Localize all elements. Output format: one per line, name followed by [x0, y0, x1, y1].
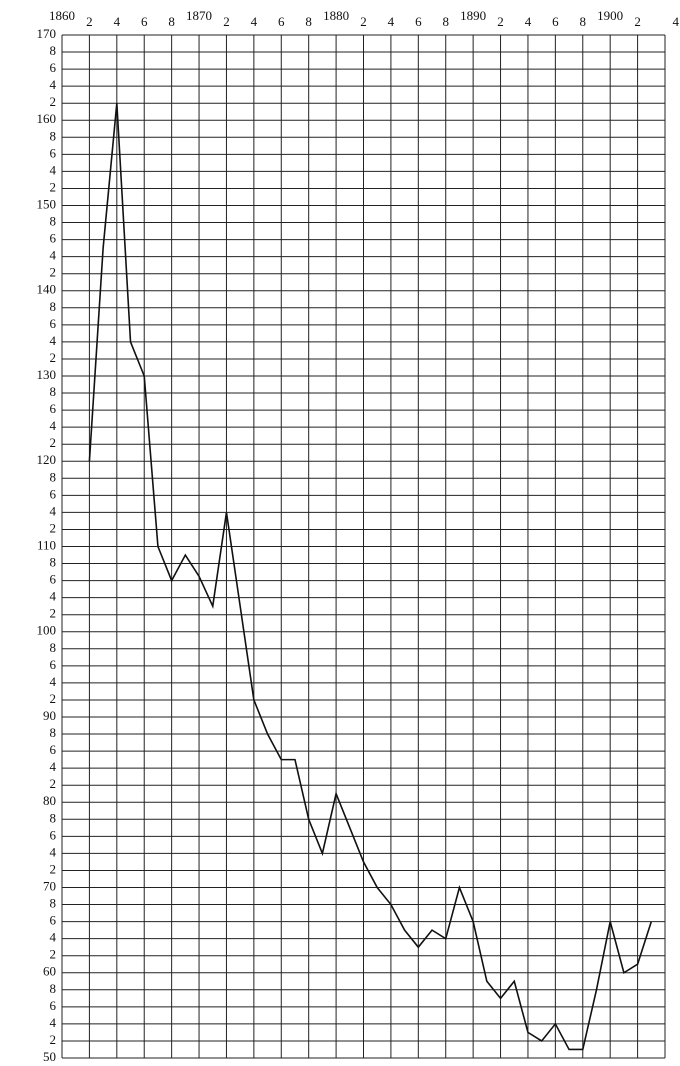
y-tick-label: 2: [50, 350, 57, 365]
x-tick-label: 8: [305, 14, 312, 29]
x-tick-label: 6: [278, 14, 285, 29]
y-tick-label: 8: [50, 725, 57, 740]
y-tick-label: 90: [43, 708, 56, 723]
y-tick-label: 8: [50, 384, 57, 399]
y-tick-label: 110: [37, 537, 56, 552]
x-tick-label: 4: [251, 14, 258, 29]
x-tick-label: 1870: [186, 8, 212, 23]
y-tick-label: 2: [50, 265, 57, 280]
y-tick-label: 8: [50, 299, 57, 314]
y-tick-label: 2: [50, 947, 57, 962]
y-tick-label: 140: [37, 282, 57, 297]
y-tick-label: 6: [50, 231, 57, 246]
y-tick-label: 2: [50, 606, 57, 621]
y-tick-label: 60: [43, 964, 56, 979]
x-tick-label: 4: [525, 14, 532, 29]
y-tick-label: 150: [37, 196, 57, 211]
x-tick-label: 1880: [323, 8, 349, 23]
x-tick-label: 8: [580, 14, 587, 29]
y-tick-label: 6: [50, 316, 57, 331]
y-tick-label: 120: [37, 452, 57, 467]
y-tick-label: 4: [50, 930, 57, 945]
y-tick-label: 8: [50, 43, 57, 58]
y-tick-label: 130: [37, 367, 57, 382]
y-tick-label: 4: [50, 844, 57, 859]
y-tick-label: 4: [50, 77, 57, 92]
y-tick-label: 70: [43, 878, 56, 893]
y-tick-label: 2: [50, 179, 57, 194]
y-tick-label: 6: [50, 145, 57, 160]
y-tick-label: 6: [50, 572, 57, 587]
x-tick-label: 4: [114, 14, 121, 29]
x-tick-label: 2: [497, 14, 504, 29]
y-tick-label: 4: [50, 589, 57, 604]
y-tick-label: 6: [50, 486, 57, 501]
y-tick-label: 50: [43, 1049, 56, 1064]
x-tick-label: 8: [168, 14, 175, 29]
y-tick-label: 6: [50, 742, 57, 757]
y-tick-label: 4: [50, 248, 57, 263]
y-tick-label: 6: [50, 827, 57, 842]
data-line: [88, 103, 653, 1051]
y-tick-label: 8: [50, 128, 57, 143]
y-tick-label: 6: [50, 998, 57, 1013]
y-tick-label: 4: [50, 333, 57, 348]
y-tick-label: 8: [50, 896, 57, 911]
y-tick-label: 2: [50, 776, 57, 791]
x-tick-label: 2: [360, 14, 367, 29]
y-tick-label: 6: [50, 657, 57, 672]
y-tick-label: 4: [50, 759, 57, 774]
y-tick-label: 4: [50, 503, 57, 518]
y-tick-label: 2: [50, 94, 57, 109]
y-tick-label: 170: [37, 26, 57, 41]
x-tick-label: 4: [673, 14, 680, 29]
y-tick-label: 8: [50, 640, 57, 655]
x-tick-label: 8: [442, 14, 449, 29]
x-tick-label: 2: [86, 14, 93, 29]
x-tick-label: 1860: [49, 8, 75, 23]
y-tick-label: 6: [50, 60, 57, 75]
x-tick-label: 2: [223, 14, 230, 29]
y-tick-label: 6: [50, 401, 57, 416]
y-tick-label: 4: [50, 418, 57, 433]
y-tick-label: 4: [50, 162, 57, 177]
y-tick-label: 2: [50, 435, 57, 450]
y-tick-label: 80: [43, 793, 56, 808]
y-tick-label: 2: [50, 520, 57, 535]
y-tick-label: 2: [50, 1032, 57, 1047]
y-tick-label: 8: [50, 469, 57, 484]
y-tick-label: 8: [50, 810, 57, 825]
y-tick-label: 2: [50, 861, 57, 876]
y-tick-label: 8: [50, 214, 57, 229]
y-tick-label: 100: [37, 623, 57, 638]
x-tick-label: 6: [415, 14, 422, 29]
y-tick-label: 2: [50, 691, 57, 706]
y-tick-label: 160: [37, 111, 57, 126]
y-tick-label: 8: [50, 981, 57, 996]
y-tick-label: 6: [50, 913, 57, 928]
x-tick-label: 1900: [597, 8, 623, 23]
y-tick-label: 8: [50, 555, 57, 570]
y-tick-label: 4: [50, 674, 57, 689]
y-tick-label: 4: [50, 1015, 57, 1030]
x-tick-label: 2: [634, 14, 641, 29]
x-tick-label: 6: [552, 14, 559, 29]
x-tick-label: 6: [141, 14, 148, 29]
x-tick-label: 1890: [460, 8, 486, 23]
x-tick-label: 4: [388, 14, 395, 29]
